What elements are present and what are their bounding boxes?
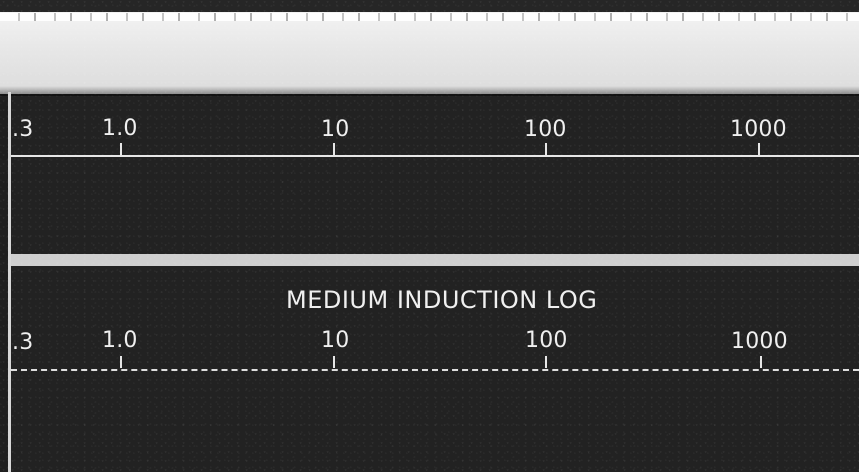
bottom-scale-tick <box>120 356 122 368</box>
bottom-scale-label: .3 <box>12 330 34 355</box>
bottom-scale-tick <box>760 356 762 368</box>
bottom-scale-axis <box>11 369 859 371</box>
top-edge <box>0 0 859 12</box>
top-scale-axis <box>11 155 859 157</box>
paper-strip <box>0 12 859 94</box>
top-scale-label: 1000 <box>730 117 787 142</box>
bottom-scale-tick <box>333 356 335 368</box>
bottom-scale-label: 10 <box>321 328 350 353</box>
bottom-scale-tick <box>545 356 547 368</box>
top-scale-label: 1.0 <box>102 116 138 141</box>
top-scale-label: 10 <box>321 117 350 142</box>
upper-track <box>11 96 859 254</box>
bottom-scale-label: 1000 <box>731 329 788 354</box>
track-separator <box>11 254 859 266</box>
top-scale-tick <box>333 143 335 155</box>
top-scale-label: .3 <box>12 117 34 142</box>
bottom-scale-label: 100 <box>525 328 568 353</box>
bottom-scale-label: 1.0 <box>102 328 138 353</box>
top-scale-tick <box>120 143 122 155</box>
log-title: MEDIUM INDUCTION LOG <box>286 286 598 314</box>
left-border <box>8 92 11 472</box>
top-scale-tick <box>758 143 760 155</box>
perforation-strip <box>0 13 859 21</box>
paper-shadow <box>0 86 859 96</box>
top-scale-label: 100 <box>524 117 567 142</box>
top-scale-tick <box>545 143 547 155</box>
